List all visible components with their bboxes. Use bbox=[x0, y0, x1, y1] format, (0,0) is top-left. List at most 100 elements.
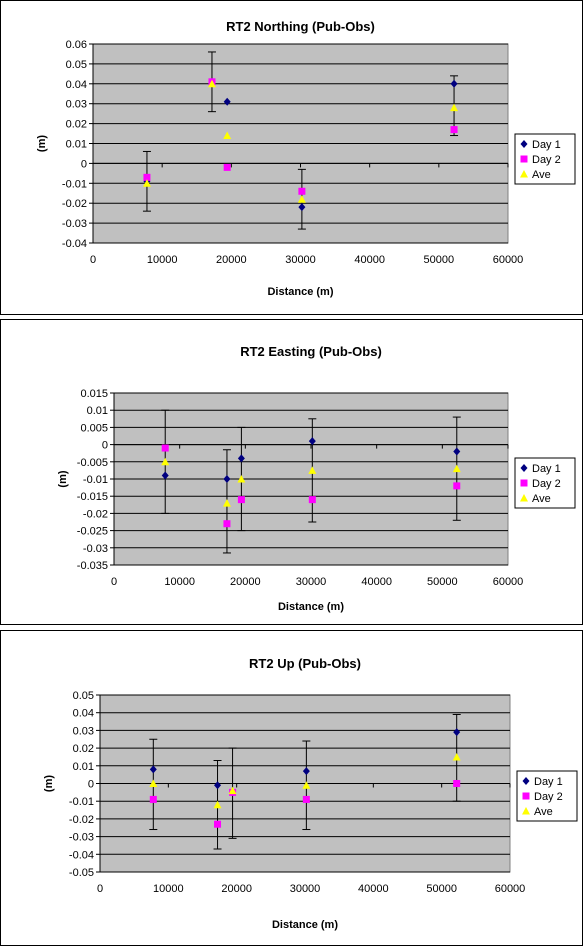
legend-label-day1: Day 1 bbox=[532, 463, 561, 475]
legend-marker-day2 bbox=[522, 792, 530, 800]
easting-chart-panel: RT2 Easting (Pub-Obs) -0.035 -0.03 -0.025 -0… bbox=[0, 319, 583, 625]
point-day1 bbox=[302, 767, 310, 776]
point-day2 bbox=[223, 520, 231, 528]
x-tick-label: 0 bbox=[111, 576, 117, 588]
y-tick-label: 0.02 bbox=[73, 743, 94, 755]
x-tick-label: 20000 bbox=[221, 883, 252, 895]
point-ave bbox=[452, 464, 461, 473]
y-tick-label: 0.01 bbox=[66, 139, 87, 151]
y-tick-label: 0.03 bbox=[66, 99, 87, 111]
legend-label-ave: Ave bbox=[532, 169, 551, 181]
legend: Day 1 Day 2 Ave bbox=[516, 770, 578, 822]
y-tick-label: 0.03 bbox=[73, 725, 94, 737]
y-tick-label: 0.04 bbox=[73, 708, 94, 720]
point-day2 bbox=[450, 126, 458, 134]
y-tick-label: -0.02 bbox=[83, 508, 108, 520]
x-tick-label: 60000 bbox=[493, 254, 524, 266]
y-tick-label: 0.01 bbox=[87, 405, 108, 417]
x-tick-label: 0 bbox=[90, 254, 96, 266]
x-tick-label: 30000 bbox=[296, 576, 327, 588]
chart-title: RT2 Up (Pub-Obs) bbox=[249, 656, 361, 671]
legend-label-day2: Day 2 bbox=[532, 478, 561, 490]
x-tick-label: 60000 bbox=[495, 883, 526, 895]
y-tick-label: -0.02 bbox=[69, 814, 94, 826]
y-axis-label: (m) bbox=[36, 135, 48, 152]
y-tick-label: -0.015 bbox=[77, 491, 108, 503]
point-day2 bbox=[214, 820, 222, 828]
x-axis-label: Distance (m) bbox=[278, 601, 344, 613]
legend-marker-ave bbox=[520, 494, 528, 502]
legend-marker-ave bbox=[520, 170, 528, 178]
y-tick-label: -0.04 bbox=[62, 238, 87, 250]
y-tick-label: 0 bbox=[88, 779, 94, 791]
x-tick-label: 50000 bbox=[424, 254, 455, 266]
point-ave bbox=[149, 779, 158, 787]
point-ave bbox=[452, 752, 461, 761]
y-tick-label: -0.05 bbox=[69, 867, 94, 879]
y-tick-label: -0.01 bbox=[62, 178, 87, 190]
point-day2 bbox=[161, 444, 169, 452]
legend-marker-day1 bbox=[520, 140, 528, 148]
northing-chart-panel: RT2 Northing (Pub-Obs) -0.04 -0.03 -0.02 -0.… bbox=[0, 0, 583, 315]
legend: Day 1 Day 2 Ave bbox=[514, 457, 576, 509]
x-tick-label: 40000 bbox=[358, 883, 389, 895]
y-tick-label: 0.015 bbox=[80, 388, 108, 400]
x-tick-label: 30000 bbox=[290, 883, 321, 895]
up-chart: RT2 Up (Pub-Obs) -0.05 -0.04 -0.03 -0.02 -0.0… bbox=[43, 656, 578, 931]
point-day2 bbox=[143, 173, 151, 181]
x-tick-label: 60000 bbox=[493, 576, 524, 588]
y-tick-label: 0.05 bbox=[66, 59, 87, 71]
x-tick-label: 0 bbox=[97, 883, 103, 895]
legend-marker-day1 bbox=[522, 777, 530, 785]
legend-marker-day1 bbox=[520, 464, 528, 472]
y-tick-label: 0 bbox=[102, 440, 108, 452]
chart-title: RT2 Easting (Pub-Obs) bbox=[240, 344, 382, 359]
y-tick-label: 0.02 bbox=[66, 119, 87, 131]
legend-label-day1: Day 1 bbox=[534, 776, 563, 788]
y-tick-label: -0.01 bbox=[69, 796, 94, 808]
legend: Day 1 Day 2 Ave bbox=[514, 133, 576, 185]
x-tick-label: 30000 bbox=[285, 254, 316, 266]
y-tick-label: -0.01 bbox=[83, 474, 108, 486]
point-day1 bbox=[223, 475, 231, 483]
legend-marker-day2 bbox=[520, 155, 528, 163]
x-tick-label: 10000 bbox=[147, 254, 178, 266]
y-tick-label: 0.005 bbox=[80, 422, 108, 434]
x-tick-label: 20000 bbox=[230, 576, 261, 588]
point-day2 bbox=[223, 163, 231, 171]
up-chart-panel: RT2 Up (Pub-Obs) -0.05 -0.04 -0.03 -0.02 -0.0… bbox=[0, 630, 583, 946]
y-tick-label: -0.005 bbox=[77, 457, 108, 469]
legend-label-day1: Day 1 bbox=[532, 139, 561, 151]
easting-chart: RT2 Easting (Pub-Obs) -0.035 -0.03 -0.025 -0… bbox=[57, 344, 576, 613]
point-day2 bbox=[453, 482, 461, 490]
y-axis-label: (m) bbox=[43, 775, 55, 792]
point-day2 bbox=[302, 795, 310, 803]
point-day1 bbox=[453, 447, 461, 456]
y-tick-label: -0.025 bbox=[77, 526, 108, 538]
y-tick-label: 0 bbox=[81, 158, 87, 170]
legend-label-ave: Ave bbox=[532, 493, 551, 505]
y-tick-label: 0.06 bbox=[66, 39, 87, 51]
point-day1 bbox=[308, 437, 316, 446]
y-tick-label: -0.02 bbox=[62, 198, 87, 210]
y-axis-label: (m) bbox=[57, 470, 69, 487]
legend-label-ave: Ave bbox=[534, 806, 553, 818]
point-day1 bbox=[149, 765, 157, 774]
point-ave bbox=[237, 475, 246, 483]
point-day2 bbox=[453, 780, 461, 787]
point-day1 bbox=[223, 97, 231, 106]
y-tick-label: -0.03 bbox=[69, 832, 94, 844]
point-day2 bbox=[237, 496, 245, 504]
point-ave bbox=[450, 103, 459, 112]
point-ave bbox=[222, 499, 231, 507]
x-tick-label: 50000 bbox=[426, 883, 457, 895]
point-day2 bbox=[308, 496, 316, 504]
point-ave bbox=[223, 131, 232, 140]
legend-label-day2: Day 2 bbox=[534, 791, 563, 803]
x-tick-label: 50000 bbox=[427, 576, 458, 588]
point-day1 bbox=[453, 728, 461, 737]
y-tick-label: -0.04 bbox=[69, 849, 94, 861]
point-day2 bbox=[149, 795, 157, 803]
point-ave bbox=[228, 786, 237, 795]
